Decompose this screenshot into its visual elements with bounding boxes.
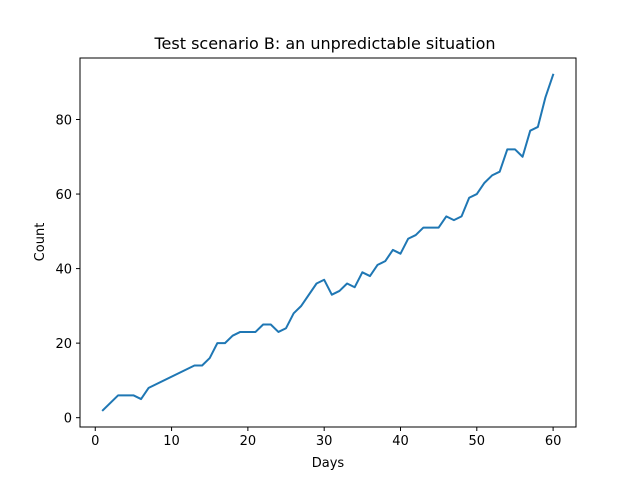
plot-frame — [79, 57, 577, 428]
y-tick-label: 40 — [55, 263, 72, 278]
x-tick-label: 0 — [91, 434, 99, 449]
series-layer — [101, 73, 555, 412]
y-tick-label: 0 — [64, 412, 72, 427]
y-axis-label: Count — [33, 223, 48, 262]
x-tick-label: 40 — [392, 434, 409, 449]
x-tick-label: 60 — [545, 434, 562, 449]
y-axis: 0 20 40 60 80 — [55, 114, 80, 427]
x-axis-label: Days — [312, 456, 345, 471]
x-tick-label: 20 — [240, 434, 257, 449]
chart-title: Test scenario B: an unpredictable situat… — [153, 34, 495, 53]
y-tick-label: 80 — [55, 114, 72, 129]
y-tick-label: 60 — [55, 188, 72, 203]
x-tick-label: 30 — [316, 434, 333, 449]
y-tick-label: 20 — [55, 337, 72, 352]
x-axis: 0 10 20 30 40 50 60 — [91, 427, 561, 449]
series-line-1 — [101, 73, 555, 412]
x-tick-label: 10 — [163, 434, 180, 449]
x-tick-label: 50 — [469, 434, 486, 449]
